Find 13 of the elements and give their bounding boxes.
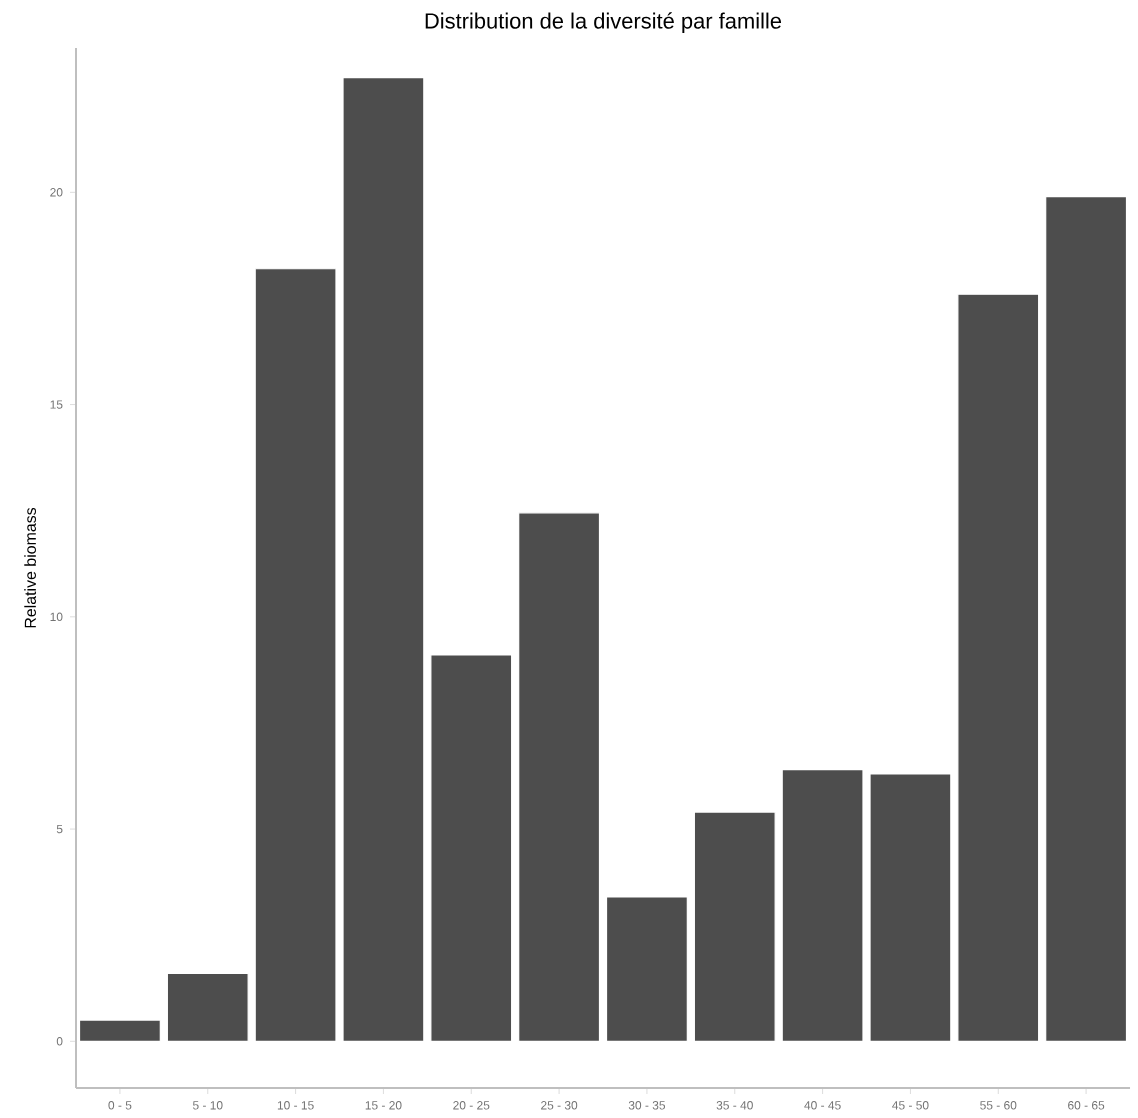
bar bbox=[518, 512, 601, 1042]
bar bbox=[605, 896, 688, 1042]
bar bbox=[781, 769, 864, 1042]
bar bbox=[78, 1019, 161, 1042]
bar bbox=[693, 811, 776, 1042]
bar bbox=[430, 654, 513, 1042]
bar bbox=[342, 77, 425, 1042]
chart-title: Distribution de la diversité par famille bbox=[425, 12, 782, 33]
bar bbox=[1045, 195, 1128, 1042]
bar bbox=[254, 268, 337, 1042]
bar bbox=[166, 972, 249, 1042]
bar bbox=[957, 293, 1040, 1042]
bar bbox=[869, 773, 952, 1042]
